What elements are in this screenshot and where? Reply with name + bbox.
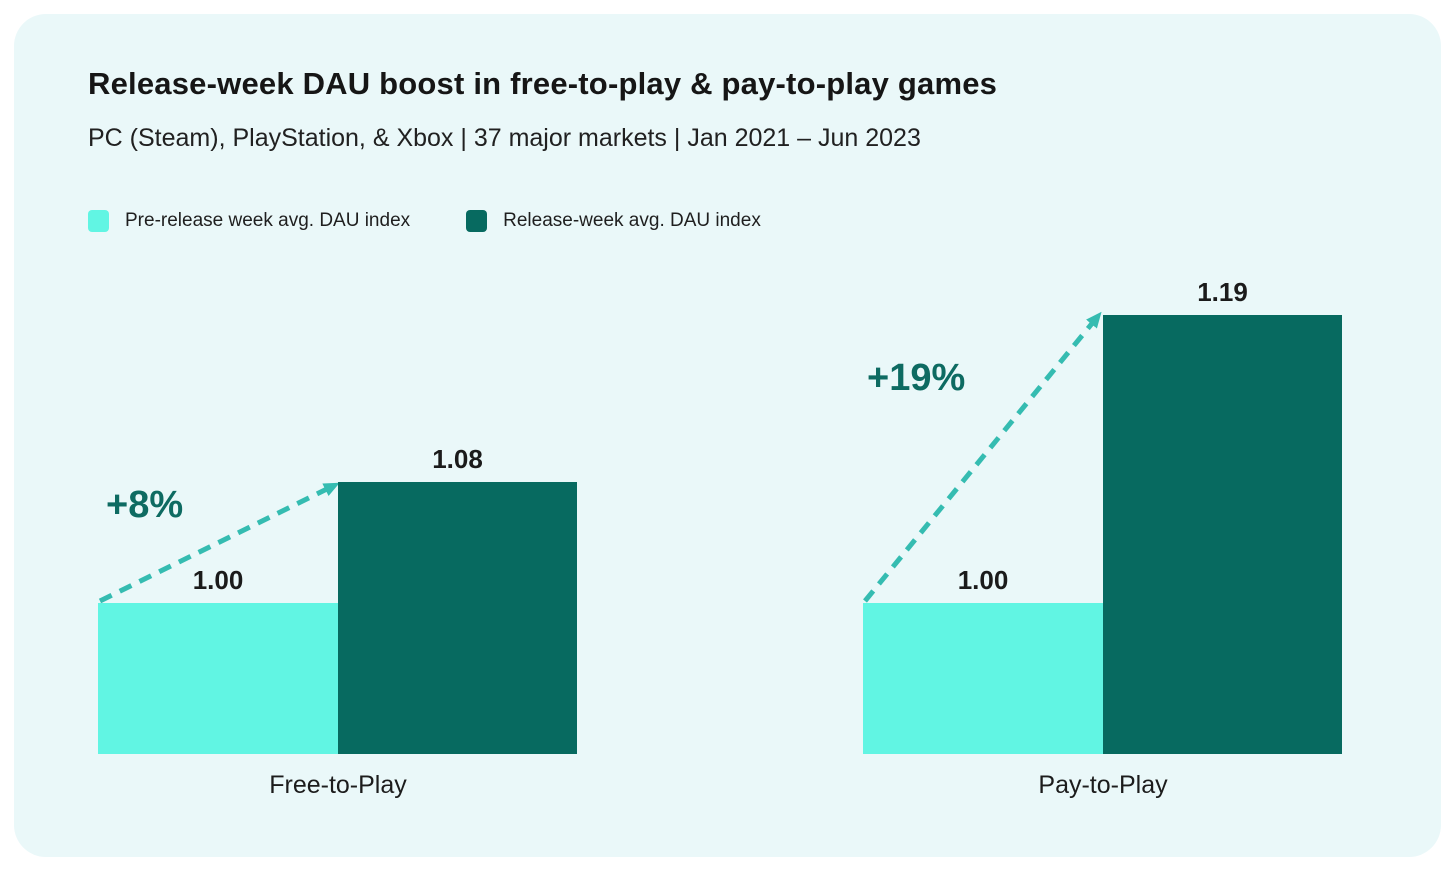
chart-group-free-to-play: +8% 1.00 1.08 Free-to-Play [98,14,578,799]
chart-title: Release-week DAU boost in free-to-play &… [88,66,998,101]
chart-plot: +8% 1.00 1.08 Free-to-Play +19% 1.00 1.1… [14,14,1441,857]
release-week-value-label: 1.19 [1197,277,1248,307]
pre-release-bar [863,603,1103,754]
percent-change-label: +19% [867,357,966,399]
legend-item-release-week: Release-week avg. DAU index [466,210,761,232]
percent-change-label: +8% [106,484,184,526]
legend: Pre-release week avg. DAU index Release-… [88,210,761,232]
legend-label-release-week: Release-week avg. DAU index [503,210,761,231]
chart-subtitle: PC (Steam), PlayStation, & Xbox | 37 maj… [88,124,921,152]
legend-swatch-pre-release-icon [88,210,109,232]
release-week-bar [338,482,577,754]
category-label: Free-to-Play [269,771,407,799]
chart-group-pay-to-play: +19% 1.00 1.19 Pay-to-Play [863,14,1343,799]
category-label: Pay-to-Play [1038,771,1168,799]
pre-release-value-label: 1.00 [192,565,244,595]
pre-release-bar [98,603,338,754]
release-week-value-label: 1.08 [432,444,483,474]
chart-card: Release-week DAU boost in free-to-play &… [14,14,1441,857]
legend-label-pre-release: Pre-release week avg. DAU index [125,210,411,231]
release-week-bar [1103,315,1342,754]
increase-arrow-icon [863,311,1102,603]
pre-release-value-label: 1.00 [957,565,1009,595]
legend-swatch-release-week-icon [466,210,488,232]
legend-item-pre-release: Pre-release week avg. DAU index [88,210,410,232]
